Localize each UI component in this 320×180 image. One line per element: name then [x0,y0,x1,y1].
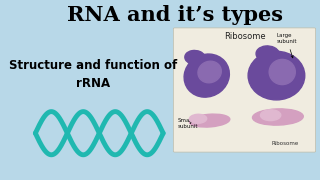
Text: Ribosome: Ribosome [224,32,265,41]
Ellipse shape [185,50,205,65]
Ellipse shape [269,59,295,85]
Ellipse shape [184,54,229,97]
Text: Small
subunit: Small subunit [178,118,198,129]
Ellipse shape [198,61,221,83]
Ellipse shape [260,110,281,121]
Ellipse shape [256,46,279,62]
Text: Ribosome: Ribosome [272,141,299,146]
Ellipse shape [252,109,303,125]
Text: Structure and function of
rRNA: Structure and function of rRNA [9,59,178,90]
Ellipse shape [248,51,305,100]
FancyBboxPatch shape [173,28,316,152]
Ellipse shape [189,114,230,127]
Text: Large
subunit: Large subunit [276,33,297,58]
Ellipse shape [189,114,207,123]
Text: RNA and it’s types: RNA and it’s types [67,5,283,25]
